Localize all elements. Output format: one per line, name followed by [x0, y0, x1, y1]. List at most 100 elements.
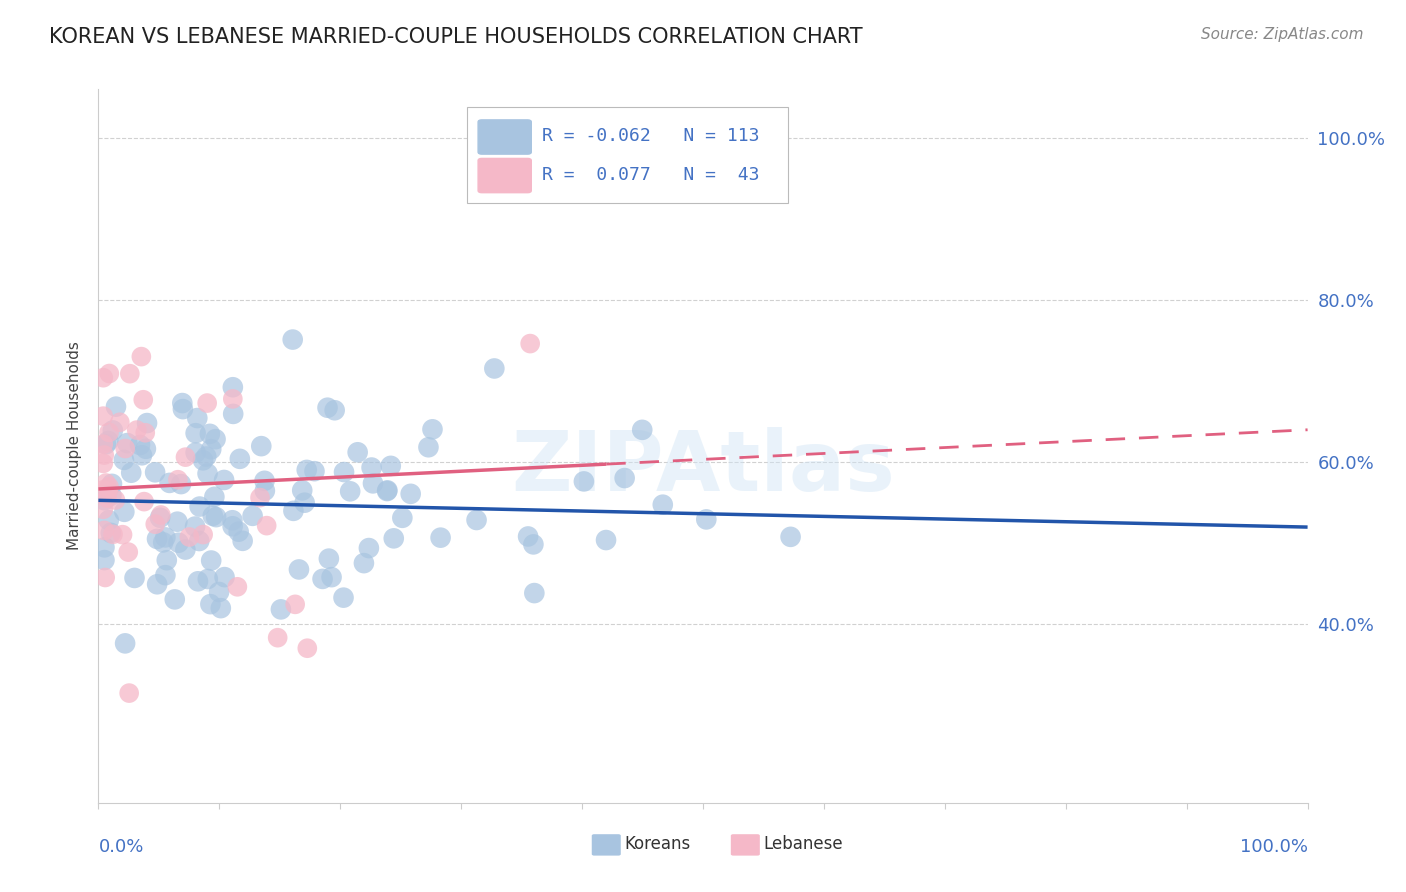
- Text: Koreans: Koreans: [624, 835, 690, 853]
- Point: [114, 636, 136, 650]
- Point: [522, 537, 544, 551]
- Point: [631, 423, 654, 437]
- Point: [391, 511, 413, 525]
- Point: [333, 465, 356, 479]
- FancyBboxPatch shape: [467, 107, 787, 203]
- Point: [695, 512, 717, 526]
- Point: [465, 513, 488, 527]
- Point: [97, 434, 120, 448]
- Point: [651, 498, 673, 512]
- Point: [98, 367, 121, 381]
- Point: [93, 553, 115, 567]
- Point: [201, 508, 224, 523]
- Point: [200, 553, 222, 567]
- FancyBboxPatch shape: [731, 834, 759, 855]
- Point: [93, 448, 115, 462]
- Point: [143, 517, 166, 532]
- Point: [111, 527, 134, 541]
- Point: [517, 529, 540, 543]
- Text: KOREAN VS LEBANESE MARRIED-COUPLE HOUSEHOLDS CORRELATION CHART: KOREAN VS LEBANESE MARRIED-COUPLE HOUSEH…: [49, 27, 863, 46]
- Point: [97, 480, 120, 494]
- Point: [304, 464, 326, 478]
- Text: R = -0.062   N = 113: R = -0.062 N = 113: [543, 127, 759, 145]
- Text: Source: ZipAtlas.com: Source: ZipAtlas.com: [1201, 27, 1364, 42]
- Point: [316, 401, 339, 415]
- Point: [131, 448, 153, 462]
- Point: [418, 440, 440, 454]
- Point: [422, 422, 444, 436]
- Point: [399, 487, 422, 501]
- Point: [382, 532, 405, 546]
- Point: [519, 336, 541, 351]
- Point: [187, 574, 209, 589]
- Point: [205, 510, 228, 524]
- Point: [166, 515, 188, 529]
- Point: [222, 380, 245, 394]
- Point: [104, 400, 127, 414]
- Point: [346, 445, 368, 459]
- Point: [270, 602, 292, 616]
- Point: [212, 473, 235, 487]
- Text: R =  0.077   N =  43: R = 0.077 N = 43: [543, 166, 759, 184]
- Point: [93, 541, 115, 555]
- Point: [256, 518, 278, 533]
- Point: [93, 524, 115, 538]
- Point: [172, 396, 194, 410]
- Point: [253, 474, 276, 488]
- Point: [249, 491, 271, 505]
- Point: [198, 426, 221, 441]
- Point: [484, 361, 506, 376]
- Point: [284, 598, 307, 612]
- Point: [91, 437, 114, 451]
- Point: [209, 601, 232, 615]
- Point: [97, 483, 120, 498]
- Point: [118, 686, 141, 700]
- Point: [321, 570, 343, 584]
- Point: [163, 592, 186, 607]
- Point: [226, 580, 249, 594]
- Point: [288, 562, 311, 576]
- Point: [149, 510, 172, 524]
- Point: [311, 572, 333, 586]
- Point: [129, 438, 152, 452]
- Y-axis label: Married-couple Households: Married-couple Households: [67, 342, 83, 550]
- FancyBboxPatch shape: [478, 159, 531, 193]
- Point: [132, 494, 155, 508]
- Point: [357, 541, 380, 555]
- Point: [232, 533, 254, 548]
- Point: [332, 591, 354, 605]
- Point: [228, 524, 250, 539]
- Point: [167, 473, 190, 487]
- Point: [377, 483, 399, 498]
- Point: [146, 577, 169, 591]
- Point: [146, 532, 169, 546]
- Point: [323, 403, 346, 417]
- Point: [100, 488, 122, 502]
- Point: [117, 545, 139, 559]
- Point: [170, 477, 193, 491]
- Point: [360, 460, 382, 475]
- Point: [91, 502, 114, 516]
- Point: [188, 534, 211, 549]
- Point: [101, 527, 124, 541]
- Point: [197, 572, 219, 586]
- Point: [100, 525, 122, 540]
- Point: [91, 456, 114, 470]
- Point: [124, 571, 146, 585]
- Point: [229, 451, 252, 466]
- Point: [523, 586, 546, 600]
- FancyBboxPatch shape: [478, 120, 531, 154]
- FancyBboxPatch shape: [592, 834, 621, 855]
- Point: [242, 508, 264, 523]
- Text: ZIPAtlas: ZIPAtlas: [510, 427, 896, 508]
- Point: [184, 445, 207, 459]
- Point: [283, 504, 305, 518]
- Point: [613, 471, 636, 485]
- Text: Lebanese: Lebanese: [763, 835, 844, 853]
- Point: [97, 513, 120, 527]
- Point: [156, 553, 179, 567]
- Point: [200, 597, 222, 611]
- Point: [98, 425, 121, 440]
- Point: [197, 467, 219, 481]
- Point: [125, 423, 148, 437]
